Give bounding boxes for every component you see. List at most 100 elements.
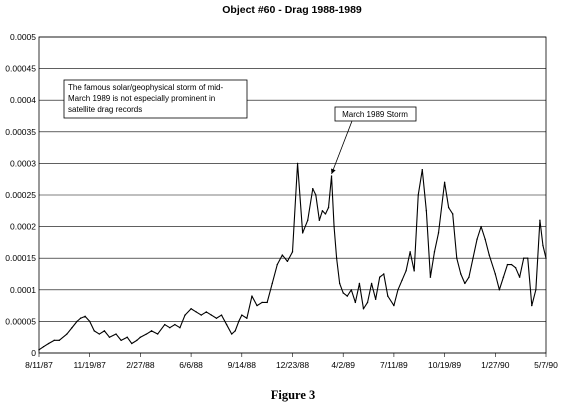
data-point xyxy=(241,314,243,316)
data-point xyxy=(234,330,236,332)
data-point xyxy=(38,349,40,351)
data-point xyxy=(79,317,82,319)
data-point xyxy=(225,323,228,326)
data-point xyxy=(452,213,454,215)
data-point xyxy=(136,339,138,342)
data-point xyxy=(506,263,509,266)
y-axis: 0 0.00005 0.0001 0.00015 0.0002 0.00025 0.0003… xyxy=(5,32,36,358)
data-point xyxy=(527,257,529,259)
data-point xyxy=(301,232,304,234)
data-point xyxy=(246,317,248,319)
data-point xyxy=(103,330,106,332)
annotation-box-line-3: satellite drag records xyxy=(68,105,142,114)
data-point xyxy=(338,282,341,285)
data-point xyxy=(374,298,377,300)
data-point xyxy=(296,162,299,165)
data-point xyxy=(379,276,381,278)
data-point xyxy=(350,289,353,291)
data-point xyxy=(184,314,186,316)
data-point xyxy=(354,301,357,304)
x-tick-label: 1/27/90 xyxy=(481,360,510,370)
data-point xyxy=(53,339,55,342)
series-points xyxy=(38,162,547,351)
data-point xyxy=(522,257,525,259)
data-point xyxy=(84,315,86,318)
data-point xyxy=(413,270,415,272)
data-point xyxy=(66,333,68,335)
data-point xyxy=(47,342,50,345)
x-tick-label: 10/19/89 xyxy=(428,360,461,370)
data-point xyxy=(131,342,133,345)
y-tick-label: 0.00035 xyxy=(5,127,36,137)
data-point xyxy=(417,194,419,196)
data-point xyxy=(539,219,541,221)
data-point xyxy=(174,323,176,326)
data-point xyxy=(433,251,436,253)
data-point xyxy=(456,257,458,259)
data-point xyxy=(429,276,432,278)
data-point xyxy=(535,289,537,291)
data-point xyxy=(307,219,309,221)
storm-callout: March 1989 Storm xyxy=(331,106,417,175)
data-point xyxy=(358,282,361,285)
data-point xyxy=(366,301,369,304)
data-point xyxy=(514,266,517,269)
data-point xyxy=(387,295,389,297)
data-point xyxy=(362,308,365,310)
data-point xyxy=(115,333,117,335)
data-point xyxy=(220,314,223,316)
data-point xyxy=(76,320,78,323)
data-point xyxy=(397,289,399,291)
data-point xyxy=(139,336,142,338)
annotation-box-line-1: The famous solar/geophysical storm of mi… xyxy=(68,83,224,92)
data-point xyxy=(179,327,181,329)
data-point xyxy=(324,213,327,215)
y-tick-label: 0.00015 xyxy=(5,253,36,263)
x-tick-label: 12/23/88 xyxy=(276,360,309,370)
data-point xyxy=(447,206,450,209)
data-point xyxy=(291,251,294,253)
data-point xyxy=(409,251,411,253)
data-point xyxy=(238,320,240,323)
data-point xyxy=(342,292,344,294)
data-point xyxy=(108,336,111,338)
data-point xyxy=(150,330,153,332)
data-point xyxy=(327,206,330,209)
data-point xyxy=(315,194,317,196)
data-point xyxy=(251,295,253,297)
data-point xyxy=(120,339,122,342)
x-tick-label: 4/2/89 xyxy=(331,360,355,370)
data-point xyxy=(286,260,289,263)
data-point xyxy=(502,276,505,278)
storm-callout-arrow xyxy=(331,120,353,175)
data-point xyxy=(460,273,462,275)
data-point xyxy=(318,219,321,221)
data-point xyxy=(164,323,166,326)
data-point xyxy=(93,330,95,332)
storm-callout-label: March 1989 Storm xyxy=(342,110,408,119)
y-tick-label: 0.00005 xyxy=(5,316,36,326)
data-point xyxy=(276,263,278,266)
data-point xyxy=(370,282,373,285)
data-point xyxy=(421,169,423,171)
data-point xyxy=(271,282,273,285)
data-point xyxy=(98,333,101,335)
data-point xyxy=(71,327,73,329)
data-point xyxy=(443,181,446,184)
x-tick-label: 7/11/89 xyxy=(380,360,408,370)
storm-callout-arrowhead xyxy=(331,168,336,175)
data-point xyxy=(498,289,501,291)
data-point xyxy=(488,254,490,256)
annotation-box: The famous solar/geophysical storm of mi… xyxy=(63,79,248,119)
data-point xyxy=(126,336,128,338)
plot-area xyxy=(38,36,547,354)
data-point xyxy=(476,238,478,240)
x-tick-label: 11/19/87 xyxy=(73,360,106,370)
data-point xyxy=(256,304,258,307)
data-point xyxy=(89,320,91,323)
data-point xyxy=(195,311,197,313)
y-tick-label: 0.0002 xyxy=(10,222,36,232)
data-point xyxy=(58,339,60,342)
x-tick-label: 6/6/88 xyxy=(179,360,203,370)
